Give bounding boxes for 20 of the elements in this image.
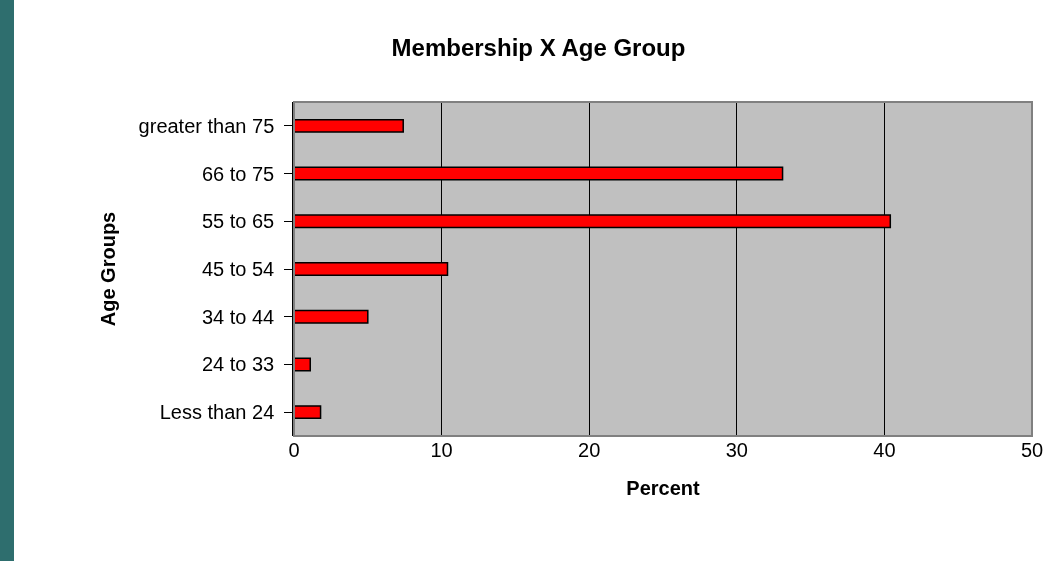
y-tick-label: 55 to 65	[201, 210, 275, 233]
y-tick-label: greater than 75	[138, 114, 275, 137]
y-tick-label: 66 to 75	[201, 162, 275, 185]
x-axis-title: Percent	[626, 476, 701, 499]
y-tick-label: 24 to 33	[201, 353, 275, 376]
x-tick-label: 20	[578, 439, 601, 461]
bar	[294, 357, 311, 372]
y-tick-label: 34 to 44	[201, 305, 275, 328]
x-tick-label: 40	[873, 439, 896, 461]
chart-title: Membership X Age Group	[391, 34, 686, 62]
bar	[294, 405, 322, 420]
bar	[294, 309, 369, 324]
y-axis-title: Age Groups	[96, 211, 119, 327]
x-tick-label: 0	[288, 439, 300, 461]
x-tick-label: 30	[725, 439, 748, 461]
bar	[294, 118, 404, 133]
x-tick-label: 50	[1020, 439, 1044, 461]
y-tick-label: 45 to 54	[201, 258, 275, 280]
x-tick-label: 10	[430, 439, 453, 461]
y-tick-label: Less than 24	[159, 401, 275, 424]
